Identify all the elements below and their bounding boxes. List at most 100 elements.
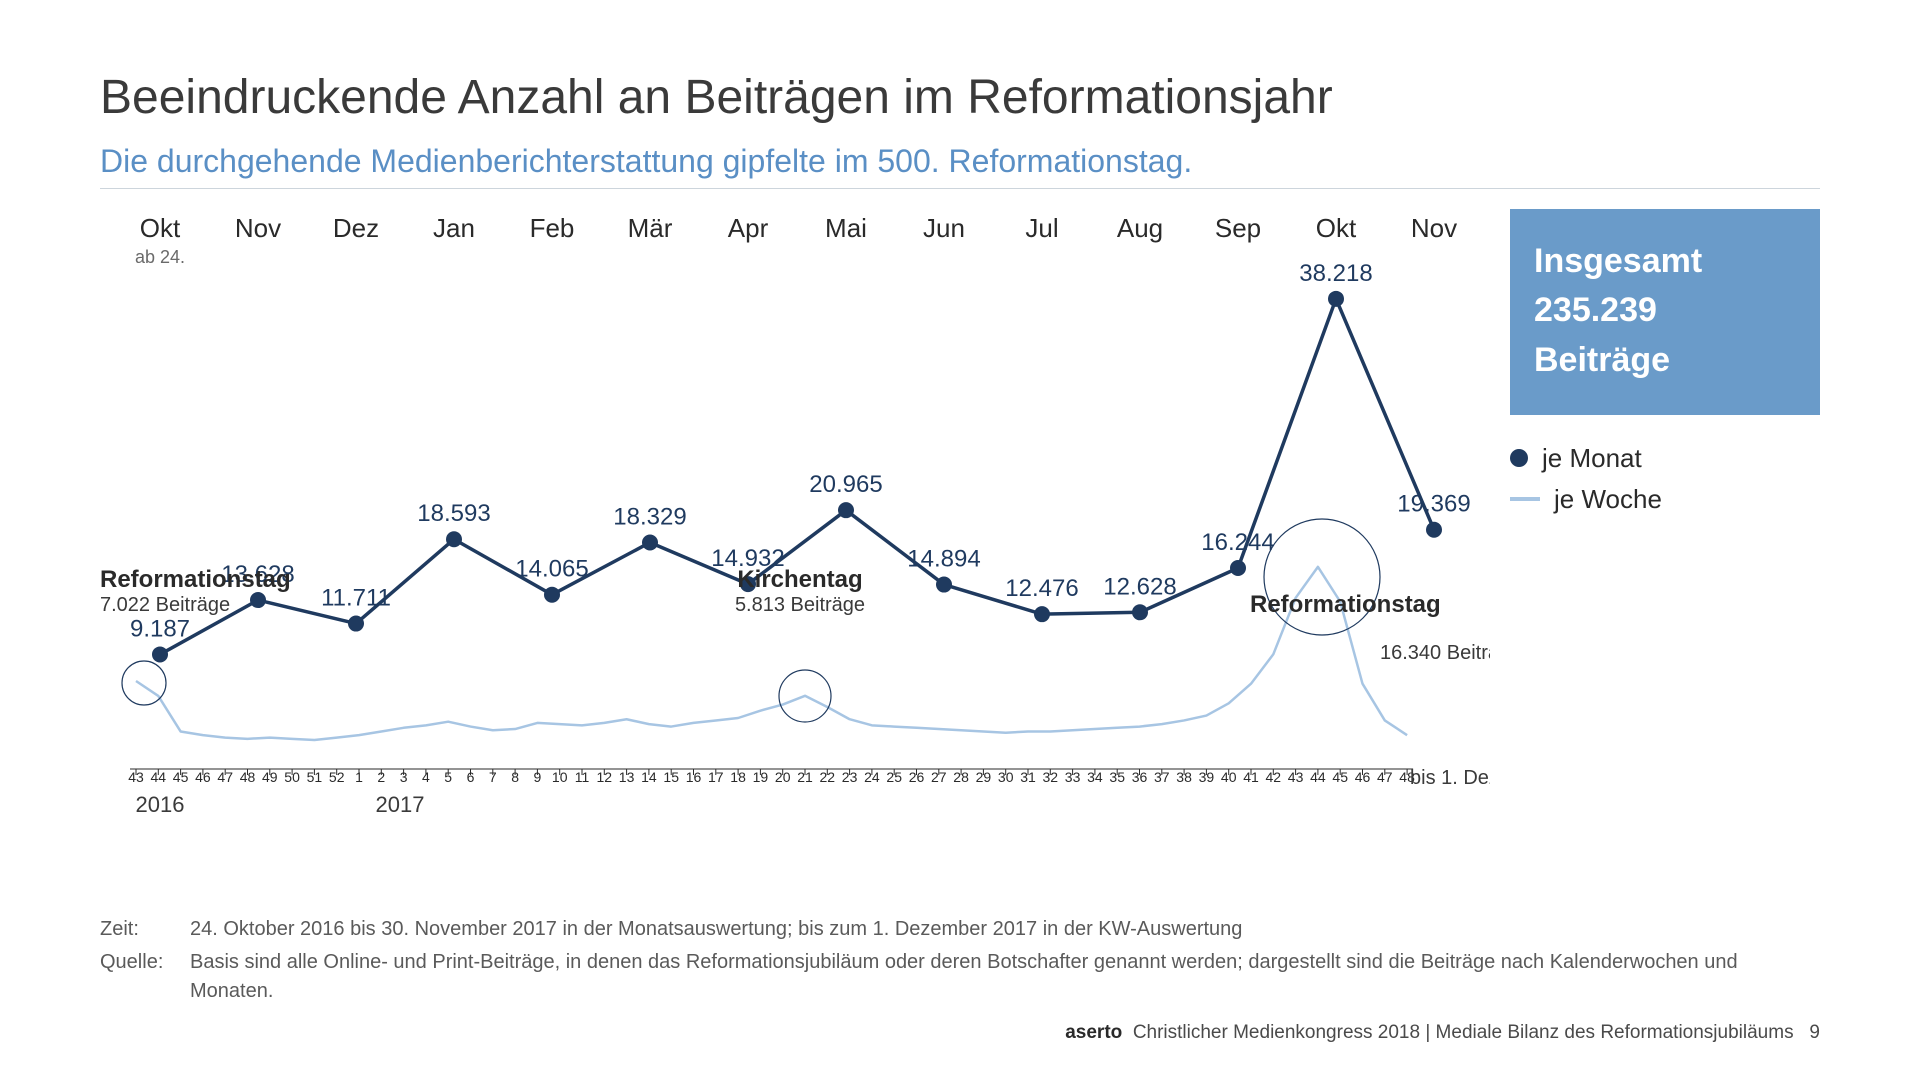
- svg-text:8: 8: [511, 769, 519, 785]
- chart-area: 4344454647484950515212345678910111213141…: [100, 207, 1490, 847]
- svg-text:14.065: 14.065: [515, 556, 588, 583]
- svg-text:47: 47: [1377, 769, 1393, 785]
- svg-text:12.628: 12.628: [1103, 573, 1176, 600]
- svg-text:42: 42: [1266, 769, 1282, 785]
- svg-text:15: 15: [663, 769, 679, 785]
- svg-text:6: 6: [467, 769, 475, 785]
- svg-text:29: 29: [976, 769, 992, 785]
- svg-text:11.711: 11.711: [321, 585, 391, 612]
- svg-text:Reformationstag: Reformationstag: [1250, 591, 1441, 618]
- svg-text:Jun: Jun: [923, 213, 965, 243]
- svg-text:5.813 Beiträge: 5.813 Beiträge: [735, 594, 865, 616]
- svg-text:30: 30: [998, 769, 1014, 785]
- svg-text:33: 33: [1065, 769, 1081, 785]
- chart-svg: 4344454647484950515212345678910111213141…: [100, 207, 1490, 847]
- svg-text:27: 27: [931, 769, 947, 785]
- svg-text:5: 5: [444, 769, 452, 785]
- svg-text:2017: 2017: [376, 792, 425, 817]
- svg-text:ab 24.: ab 24.: [135, 247, 185, 267]
- legend-week-icon: [1510, 497, 1540, 501]
- svg-text:7: 7: [489, 769, 497, 785]
- svg-text:36: 36: [1132, 769, 1148, 785]
- svg-text:16: 16: [686, 769, 702, 785]
- svg-text:44: 44: [1310, 769, 1326, 785]
- svg-text:10: 10: [552, 769, 568, 785]
- svg-text:37: 37: [1154, 769, 1170, 785]
- page-title: Beeindruckende Anzahl an Beiträgen im Re…: [100, 70, 1820, 125]
- svg-text:38: 38: [1176, 769, 1192, 785]
- svg-text:Jul: Jul: [1025, 213, 1058, 243]
- svg-text:18: 18: [730, 769, 746, 785]
- svg-text:51: 51: [307, 769, 323, 785]
- svg-text:22: 22: [820, 769, 836, 785]
- svg-text:32: 32: [1043, 769, 1059, 785]
- svg-text:16.340 Beiträge: 16.340 Beiträge: [1380, 642, 1490, 664]
- svg-text:Okt: Okt: [140, 213, 181, 243]
- svg-text:13: 13: [619, 769, 635, 785]
- svg-text:34: 34: [1087, 769, 1103, 785]
- footer-text: Christlicher Medienkongress 2018 | Media…: [1133, 1022, 1794, 1043]
- svg-text:12.476: 12.476: [1005, 575, 1078, 602]
- total-line3: Beiträge: [1534, 336, 1796, 385]
- footnote-quelle-text: Basis sind alle Online- und Print-Beiträ…: [190, 948, 1800, 1006]
- svg-text:18.329: 18.329: [613, 503, 686, 530]
- svg-text:45: 45: [173, 769, 189, 785]
- svg-text:41: 41: [1243, 769, 1259, 785]
- svg-text:bis 1. Dez.: bis 1. Dez.: [1410, 767, 1490, 789]
- svg-text:38.218: 38.218: [1299, 260, 1372, 287]
- svg-text:2: 2: [377, 769, 385, 785]
- svg-text:21: 21: [797, 769, 813, 785]
- svg-text:Reformationstag: Reformationstag: [100, 566, 291, 593]
- svg-text:Dez: Dez: [333, 213, 379, 243]
- svg-text:20: 20: [775, 769, 791, 785]
- svg-text:Nov: Nov: [235, 213, 281, 243]
- svg-text:45: 45: [1332, 769, 1348, 785]
- legend-week-label: je Woche: [1554, 484, 1662, 515]
- svg-text:1: 1: [355, 769, 363, 785]
- svg-text:50: 50: [284, 769, 300, 785]
- svg-text:Sep: Sep: [1215, 213, 1261, 243]
- svg-text:Mär: Mär: [628, 213, 673, 243]
- legend-month-icon: [1510, 449, 1528, 467]
- svg-text:28: 28: [953, 769, 969, 785]
- divider: [100, 188, 1820, 189]
- svg-text:20.965: 20.965: [809, 471, 882, 498]
- svg-text:17: 17: [708, 769, 724, 785]
- footnote-zeit-text: 24. Oktober 2016 bis 30. November 2017 i…: [190, 915, 1242, 944]
- footnote-quelle-label: Quelle:: [100, 948, 190, 1006]
- svg-text:Aug: Aug: [1117, 213, 1163, 243]
- legend-month-label: je Monat: [1542, 443, 1642, 474]
- svg-text:39: 39: [1199, 769, 1215, 785]
- svg-text:4: 4: [422, 769, 430, 785]
- svg-text:24: 24: [864, 769, 880, 785]
- svg-text:47: 47: [217, 769, 233, 785]
- legend: je Monat je Woche: [1510, 443, 1820, 515]
- svg-text:Mai: Mai: [825, 213, 867, 243]
- svg-text:46: 46: [195, 769, 211, 785]
- svg-text:12: 12: [597, 769, 613, 785]
- footer-page: 9: [1809, 1022, 1820, 1043]
- legend-month: je Monat: [1510, 443, 1820, 474]
- footnote-zeit-label: Zeit:: [100, 915, 190, 944]
- svg-text:26: 26: [909, 769, 925, 785]
- svg-text:19.369: 19.369: [1397, 491, 1470, 518]
- svg-text:11: 11: [575, 769, 590, 785]
- svg-text:9: 9: [534, 769, 542, 785]
- svg-text:52: 52: [329, 769, 345, 785]
- svg-text:16.244: 16.244: [1201, 529, 1274, 556]
- svg-text:Kirchentag: Kirchentag: [737, 566, 862, 593]
- page-footer: aserto Christlicher Medienkongress 2018 …: [1065, 1022, 1820, 1044]
- footnotes: Zeit: 24. Oktober 2016 bis 30. November …: [100, 915, 1800, 1010]
- legend-week: je Woche: [1510, 484, 1820, 515]
- svg-text:48: 48: [240, 769, 256, 785]
- svg-text:18.593: 18.593: [417, 500, 490, 527]
- svg-text:25: 25: [886, 769, 902, 785]
- svg-text:Apr: Apr: [728, 213, 769, 243]
- svg-text:9.187: 9.187: [130, 615, 190, 642]
- svg-text:Nov: Nov: [1411, 213, 1457, 243]
- footer-brand: aserto: [1065, 1022, 1122, 1043]
- svg-text:43: 43: [1288, 769, 1304, 785]
- svg-text:40: 40: [1221, 769, 1237, 785]
- svg-text:Feb: Feb: [530, 213, 575, 243]
- svg-text:23: 23: [842, 769, 858, 785]
